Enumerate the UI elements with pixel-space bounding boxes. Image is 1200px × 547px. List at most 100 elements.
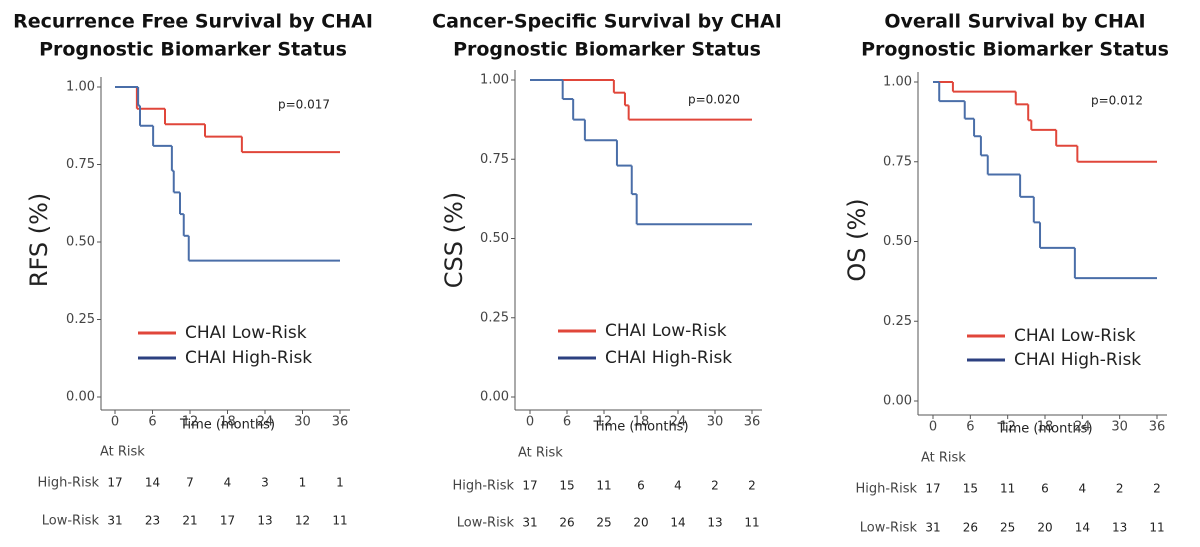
x-tick-label: 18 [633, 415, 650, 430]
risk-count: 20 [633, 516, 648, 530]
risk-table-title: At Risk [518, 446, 563, 461]
x-tick-label: 6 [563, 415, 571, 430]
risk-row-label: Low-Risk [42, 514, 100, 529]
risk-count: 2 [1116, 482, 1124, 496]
risk-count: 3 [261, 476, 269, 490]
x-tick-label: 30 [707, 415, 724, 430]
y-tick-label: 0.00 [480, 390, 509, 405]
risk-count: 2 [1153, 482, 1161, 496]
chart-title: Prognostic Biomarker Status [453, 39, 761, 61]
risk-count: 25 [596, 516, 611, 530]
legend-label: CHAI High-Risk [1014, 350, 1141, 370]
risk-count: 12 [295, 514, 310, 528]
risk-row-label: Low-Risk [860, 521, 918, 536]
risk-count: 17 [522, 479, 537, 493]
legend-label: CHAI High-Risk [605, 348, 732, 368]
legend-label: CHAI Low-Risk [1014, 326, 1136, 346]
x-tick-label: 18 [219, 415, 236, 430]
risk-count: 13 [257, 514, 272, 528]
risk-row-label: High-Risk [855, 482, 917, 497]
x-tick-label: 0 [526, 415, 534, 430]
y-axis-label: CSS (%) [440, 192, 468, 288]
legend-label: CHAI Low-Risk [185, 323, 307, 343]
risk-row-label: High-Risk [37, 476, 99, 491]
risk-count: 17 [107, 476, 122, 490]
x-axis-label: Time (months) [179, 418, 275, 433]
y-axis-label: OS (%) [843, 198, 871, 281]
p-value: p=0.017 [278, 98, 330, 112]
y-tick-label: 0.50 [480, 231, 509, 246]
survival-curve [115, 86, 340, 154]
y-tick-label: 0.50 [883, 234, 912, 249]
y-tick-label: 0.25 [480, 310, 509, 325]
risk-count: 11 [1149, 521, 1164, 535]
risk-count: 31 [107, 514, 122, 528]
risk-count: 2 [711, 479, 719, 493]
y-tick-label: 0.25 [66, 312, 95, 327]
y-tick-label: 0.25 [883, 314, 912, 329]
risk-count: 14 [670, 516, 685, 530]
x-tick-label: 24 [1074, 420, 1091, 435]
risk-count: 31 [925, 521, 940, 535]
x-tick-label: 24 [670, 415, 687, 430]
p-value: p=0.012 [1091, 94, 1143, 108]
risk-count: 15 [963, 482, 978, 496]
risk-count: 11 [1000, 482, 1015, 496]
y-tick-label: 1.00 [66, 80, 95, 95]
risk-count: 11 [332, 514, 347, 528]
chart-title: Prognostic Biomarker Status [861, 39, 1169, 61]
y-tick-label: 0.00 [883, 394, 912, 409]
risk-count: 6 [637, 479, 645, 493]
risk-count: 4 [1079, 482, 1087, 496]
risk-count: 26 [963, 521, 978, 535]
y-tick-label: 0.75 [66, 157, 95, 172]
risk-count: 25 [1000, 521, 1015, 535]
risk-row-label: High-Risk [452, 479, 514, 494]
survival-curve [933, 81, 1157, 280]
legend-label: CHAI High-Risk [185, 348, 312, 368]
x-tick-label: 36 [744, 415, 761, 430]
y-tick-label: 0.75 [480, 152, 509, 167]
legend-label: CHAI Low-Risk [605, 321, 727, 341]
x-tick-label: 36 [332, 415, 349, 430]
risk-count: 17 [925, 482, 940, 496]
y-tick-label: 0.00 [66, 390, 95, 405]
risk-count: 23 [145, 514, 160, 528]
y-tick-label: 1.00 [480, 73, 509, 88]
risk-count: 13 [707, 516, 722, 530]
chart-title: Cancer-Specific Survival by CHAI [432, 11, 782, 33]
x-tick-label: 6 [148, 415, 156, 430]
risk-count: 14 [1075, 521, 1090, 535]
x-tick-label: 30 [294, 415, 311, 430]
y-axis-label: RFS (%) [25, 193, 53, 287]
risk-count: 2 [748, 479, 756, 493]
x-tick-label: 30 [1111, 420, 1128, 435]
risk-count: 13 [1112, 521, 1127, 535]
survival-curve [933, 81, 1157, 163]
risk-count: 17 [220, 514, 235, 528]
y-tick-label: 1.00 [883, 75, 912, 90]
risk-count: 4 [674, 479, 682, 493]
chart-title: Recurrence Free Survival by CHAI [13, 11, 373, 33]
risk-count: 4 [224, 476, 232, 490]
risk-count: 14 [145, 476, 160, 490]
risk-count: 31 [522, 516, 537, 530]
survival-curve [530, 79, 752, 226]
x-tick-label: 36 [1149, 420, 1166, 435]
risk-count: 1 [336, 476, 344, 490]
risk-count: 20 [1037, 521, 1052, 535]
x-tick-label: 24 [257, 415, 274, 430]
y-tick-label: 0.75 [883, 154, 912, 169]
p-value: p=0.020 [688, 93, 740, 107]
chart-title: Overall Survival by CHAI [884, 11, 1145, 33]
survival-curve [115, 86, 340, 262]
risk-row-label: Low-Risk [457, 516, 515, 531]
x-tick-label: 18 [1037, 420, 1054, 435]
risk-count: 26 [559, 516, 574, 530]
risk-count: 6 [1041, 482, 1049, 496]
chart-title: Prognostic Biomarker Status [39, 39, 347, 61]
x-tick-label: 0 [929, 420, 937, 435]
x-tick-label: 6 [966, 420, 974, 435]
risk-count: 21 [182, 514, 197, 528]
